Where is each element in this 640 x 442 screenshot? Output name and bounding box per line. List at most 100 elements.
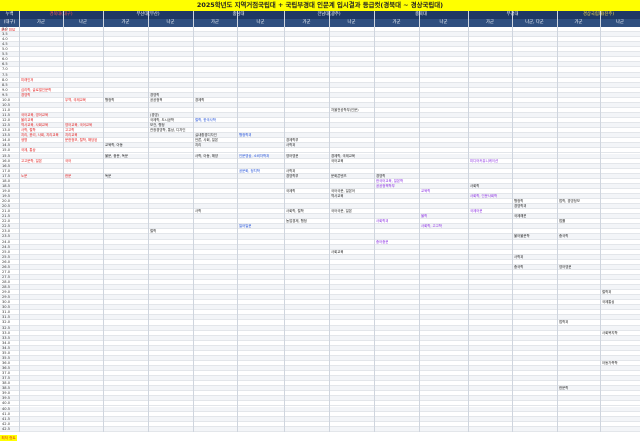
cell-entry: 사회학과: [376, 219, 389, 224]
table-row: 13.0: [0, 128, 640, 134]
header-university-7: 경상국립대(진주): [582, 12, 615, 17]
cell-entry: 심리학, 글로벌인문학: [21, 87, 52, 92]
table-row: 10.0: [0, 98, 640, 103]
row-percentile-label: 12.5: [2, 123, 11, 128]
table-row: 19.5: [0, 193, 640, 200]
table-row: 24.0: [0, 240, 640, 245]
row-percentile-label: 17.5: [2, 173, 11, 178]
column-divider: [600, 11, 601, 432]
cell-entry: 경영학: [150, 92, 160, 97]
row-percentile-label: 40.0: [2, 401, 11, 406]
cell-entry: 경영학과: [514, 204, 527, 209]
row-percentile-label: 7.0: [2, 67, 8, 72]
row-percentile-label: 22.5: [2, 224, 11, 229]
footer-label: 최저 컷트: [0, 435, 17, 441]
row-percentile-label: 20.0: [2, 199, 11, 204]
table-row: 29.0: [0, 290, 640, 296]
cell-entry: 행정학: [514, 199, 524, 204]
table-row: 4.5: [0, 42, 640, 48]
header-group-12: 나군, 다군: [525, 20, 544, 25]
column-divider: [512, 11, 513, 432]
row-percentile-label: 17.0: [2, 168, 11, 173]
row-percentile-label: 39.0: [2, 391, 11, 396]
row-percentile-label: 6.5: [2, 62, 8, 67]
cell-entry: 국어교육, 영어교육: [21, 113, 49, 118]
table-row: 5.5: [0, 52, 640, 58]
cell-entry: 국제학, 도시공학: [150, 118, 174, 123]
table-row: 7.0: [0, 67, 640, 73]
cell-entry: 한문: [65, 173, 72, 178]
cell-entry: 국어교육: [331, 158, 344, 163]
table-row: 22.5: [0, 224, 640, 230]
table-row: 42.0: [0, 422, 640, 427]
row-percentile-label: 11.5: [2, 113, 11, 118]
header-group-0: (대구): [3, 20, 16, 25]
cell-entry: 경제학, 국제교육: [331, 153, 355, 158]
table-row: 37.0: [0, 371, 640, 377]
header-university-row: 누백 경북대(대구) 부산대(부산) 충남대 전남대(광주) 충북대 부경대 경상국립대(진주…: [0, 11, 640, 19]
row-percentile-label: 26.0: [2, 259, 11, 264]
table-row: 28.0: [0, 280, 640, 286]
cell-entry: 공공정책: [150, 97, 163, 102]
cell-entry: 지리교육: [65, 133, 78, 138]
row-percentile-label: 25.5: [2, 254, 11, 259]
table-row: 26.0: [0, 260, 640, 265]
table-row: 41.0: [0, 412, 640, 417]
cell-entry: 사회학, 철학: [286, 209, 304, 214]
row-percentile-label: 10.0: [2, 97, 11, 102]
row-percentile-label: 13.5: [2, 133, 11, 138]
table-row: 14.0: [0, 138, 640, 144]
cell-entry: 경영학: [21, 92, 31, 97]
cell-entry: 철학과: [602, 290, 612, 295]
row-percentile-label: 14.0: [2, 138, 11, 143]
row-percentile-label: 28.5: [2, 285, 11, 290]
table-row: 30.5: [0, 305, 640, 311]
row-percentile-label: 10.5: [2, 102, 11, 107]
table-row: 42.5: [0, 426, 640, 432]
row-percentile-label: 37.0: [2, 371, 11, 376]
table-row: 6.5: [0, 62, 640, 68]
table-row: 12.5: [0, 123, 640, 129]
row-percentile-label: 9.0: [2, 87, 8, 92]
header-group-2: 나군: [79, 20, 87, 25]
row-percentile-label: 19.5: [2, 193, 11, 198]
cell-entry: 사학과: [286, 168, 296, 173]
table-row: 35.0: [0, 351, 640, 356]
table-row: 21.0: [0, 209, 640, 215]
header-university-5: 충북대: [415, 12, 427, 17]
row-percentile-label: 41.5: [2, 416, 11, 421]
table-row: 10.5: [0, 102, 640, 108]
header-group-1: 가군: [37, 20, 45, 25]
row-percentile-label: 25.0: [2, 249, 11, 254]
row-percentile-label: 31.0: [2, 310, 11, 315]
cell-entry: 역사교육, 사회교육: [21, 123, 49, 128]
cell-entry: 영어교육, 국어교육: [65, 123, 93, 128]
cell-entry: 사학과: [514, 254, 524, 259]
cell-entry: 교육학: [421, 188, 431, 193]
cell-entry: 경영학: [376, 173, 386, 178]
table-row: 16.0: [0, 159, 640, 164]
row-percentile-label: 23.0: [2, 229, 11, 234]
row-percentile-label: 36.0: [2, 360, 11, 365]
cell-entry: 자율전공학부(인문): [331, 107, 359, 112]
cell-entry: (경영): [150, 113, 159, 118]
row-percentile-label: 30.5: [2, 305, 11, 310]
row-percentile-label: 4.5: [2, 42, 8, 47]
table-row: 41.5: [0, 416, 640, 422]
cell-entry: 사학, 철학: [21, 128, 36, 133]
table-row: 40.0: [0, 401, 640, 407]
row-percentile-label: 16.0: [2, 158, 11, 163]
cell-entry: 인문영상, 소비자학과: [239, 153, 270, 158]
cell-entry: 사학: [195, 209, 202, 214]
column-divider: [103, 11, 104, 432]
table-row: 8.0: [0, 78, 640, 83]
row-percentile-label: 32.0: [2, 320, 11, 325]
cell-entry: 지리: [195, 143, 202, 148]
row-percentile-label: 21.5: [2, 214, 11, 219]
column-divider: [19, 11, 20, 432]
row-percentile-label: 8.0: [2, 77, 8, 82]
header-group-10: 나군: [439, 20, 448, 25]
header-group-13: 가군: [574, 20, 583, 25]
cell-entry: 철학: [150, 229, 157, 234]
table-row: 16.5: [0, 163, 640, 169]
